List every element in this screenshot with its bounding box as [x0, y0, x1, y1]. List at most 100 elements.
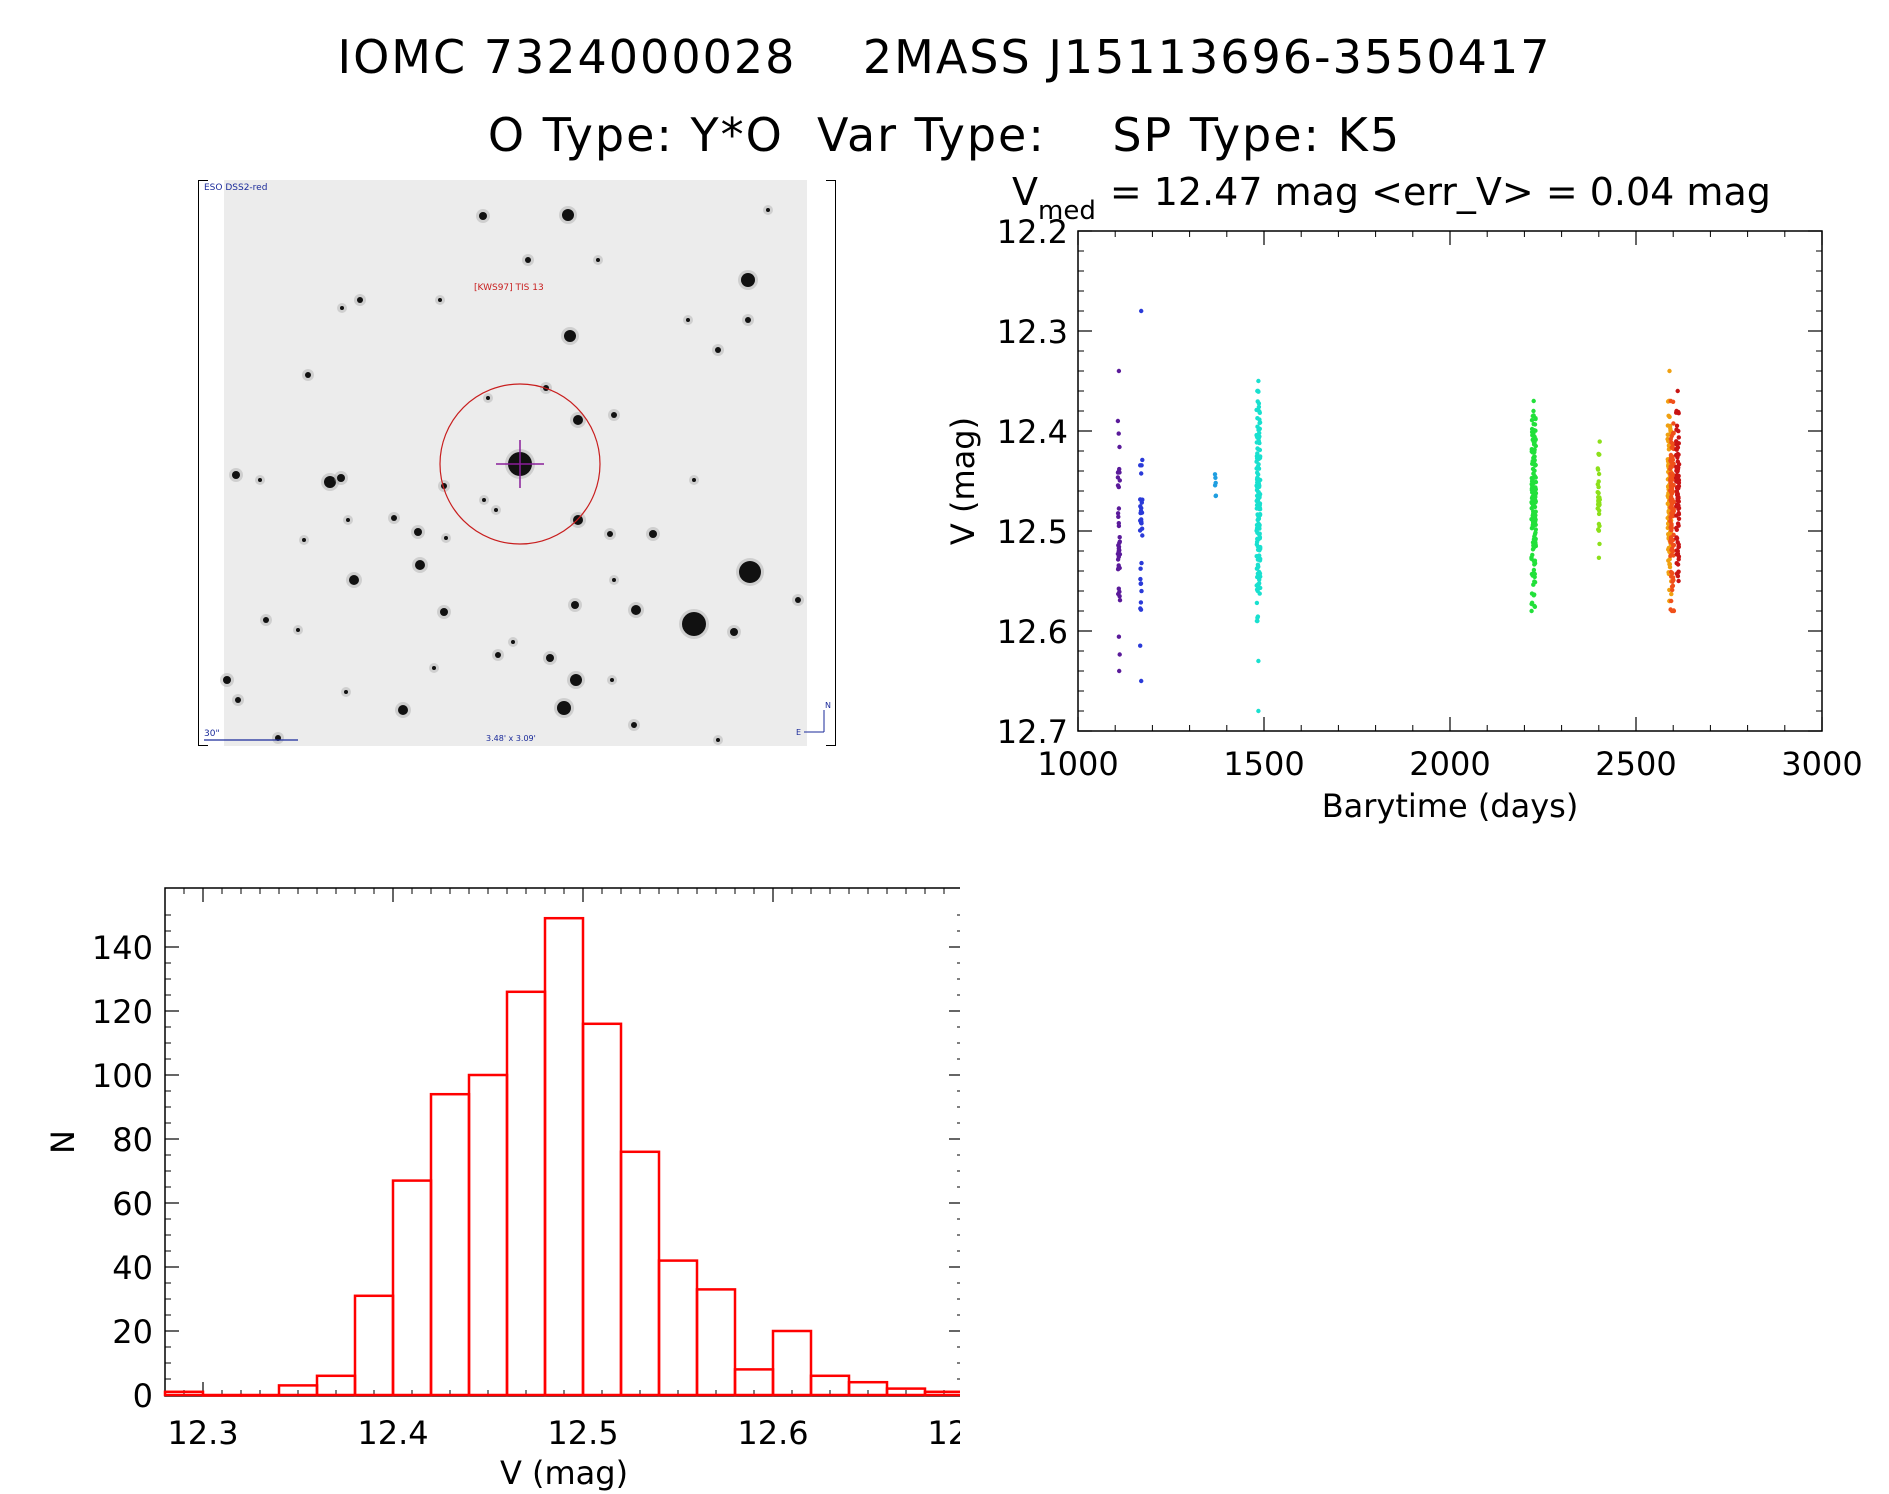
- star: [596, 258, 600, 262]
- lightcurve-point: [1670, 587, 1675, 593]
- histogram-bar: [429, 1092, 471, 1397]
- histogram-bar: [581, 1022, 623, 1397]
- lightcurve-point: [1533, 530, 1538, 535]
- star: [611, 412, 617, 418]
- star: [398, 705, 408, 715]
- lightcurve-point: [1674, 475, 1679, 481]
- star: [649, 530, 657, 538]
- lightcurve-point: [1256, 401, 1262, 406]
- survey-label: ESO DSS2-red: [204, 183, 267, 193]
- histogram-ylabel: N: [44, 1130, 82, 1154]
- lightcurve-point: [1531, 447, 1537, 453]
- lightcurve-point: [1676, 435, 1681, 440]
- lightcurve-point: [1213, 493, 1218, 499]
- lightcurve-point: [1258, 585, 1263, 591]
- lightcurve-title-v: V: [1012, 170, 1038, 214]
- histogram-bar: [467, 1073, 509, 1397]
- star: [349, 575, 359, 585]
- lightcurve-point: [1258, 544, 1263, 550]
- lightcurve-point: [1257, 420, 1262, 426]
- lightcurve-point: [1532, 454, 1537, 459]
- histogram-bar: [657, 1259, 699, 1397]
- lightcurve-point: [1675, 451, 1680, 457]
- lightcurve-point: [1530, 504, 1536, 509]
- histogram-ytick-label: 140: [92, 929, 153, 967]
- star: [232, 471, 240, 479]
- histogram-bar: [695, 1288, 737, 1397]
- star: [415, 560, 425, 570]
- lightcurve-point: [1596, 471, 1602, 477]
- lightcurve-point: [1675, 388, 1680, 394]
- star: [482, 498, 486, 502]
- lightcurve-point: [1670, 490, 1675, 495]
- lightcurve-point: [1257, 417, 1262, 422]
- lightcurve-ytick-label: 12.2: [997, 213, 1068, 251]
- lightcurve-point: [1256, 438, 1261, 444]
- lightcurve-point: [1140, 457, 1145, 463]
- histogram-bar: [771, 1329, 813, 1397]
- lightcurve-point: [1529, 517, 1534, 522]
- lightcurve-point: [1675, 551, 1681, 556]
- lightcurve-point: [1256, 708, 1261, 714]
- lightcurve-point: [1675, 496, 1680, 501]
- lightcurve-axes: 1000 1500 2000 2500 3000 12.2 12.3 12.4 12.5 12.6…: [997, 213, 1863, 783]
- star: [631, 722, 637, 728]
- star: [440, 608, 448, 616]
- histogram-bar: [505, 990, 547, 1397]
- lightcurve-point: [1116, 368, 1122, 374]
- lightcurve-point: [1676, 512, 1682, 517]
- lightcurve-chart: Vmed = 12.47 mag <err_V> = 0.04 mag 1000 1…: [944, 170, 1863, 825]
- lightcurve-point: [1529, 608, 1534, 614]
- lightcurve-point: [1671, 431, 1676, 436]
- lightcurve-point: [1138, 566, 1143, 571]
- lightcurve-xlabel: Barytime (days): [1322, 787, 1579, 825]
- star: [346, 518, 350, 522]
- lightcurve-point: [1532, 603, 1537, 609]
- lightcurve-point: [1531, 408, 1536, 414]
- lightcurve-point: [1675, 503, 1680, 508]
- sky-image: ESO DSS2-red [KWS97] TIS 13 30" 3.48' x …: [198, 180, 836, 746]
- lightcurve-point: [1117, 540, 1122, 546]
- histogram-xtick-label: 12.4: [357, 1414, 428, 1452]
- star: [444, 536, 448, 540]
- lightcurve-point: [1117, 444, 1122, 450]
- lightcurve-point: [1254, 487, 1260, 493]
- lightcurve-point: [1116, 506, 1122, 511]
- lightcurve-point: [1255, 536, 1260, 542]
- lightcurve-point: [1533, 542, 1538, 547]
- lightcurve-point: [1674, 571, 1680, 576]
- lightcurve-point: [1674, 464, 1679, 470]
- lightcurve-point: [1669, 584, 1675, 589]
- histogram-ytick-label: 100: [92, 1057, 153, 1095]
- star: [562, 209, 574, 221]
- lightcurve-point: [1116, 591, 1121, 597]
- lightcurve-point: [1532, 468, 1537, 473]
- lightcurve-point: [1115, 418, 1121, 424]
- lightcurve-title-sub: med: [1038, 196, 1096, 226]
- lightcurve-point: [1256, 658, 1261, 664]
- star: [357, 297, 363, 303]
- lightcurve-ytick-label: 12.7: [997, 713, 1068, 751]
- star: [716, 738, 720, 742]
- histogram-bar: [543, 916, 585, 1397]
- star: [715, 347, 721, 353]
- lightcurve-point: [1669, 525, 1674, 531]
- lightcurve-point: [1667, 368, 1672, 374]
- star: [573, 515, 583, 525]
- lightcurve-point: [1597, 541, 1602, 547]
- histogram-xtick-label: 12.5: [547, 1414, 618, 1452]
- star: [610, 678, 614, 682]
- star: [302, 538, 306, 542]
- star: [739, 561, 761, 583]
- lightcurve-point: [1138, 600, 1144, 605]
- histogram-chart: 12.3 12.4 12.5 12.6 12.7 0 20 40 60 80 100 120 140 V…: [44, 887, 960, 1492]
- lightcurve-point: [1533, 499, 1538, 504]
- lightcurve-point: [1140, 533, 1145, 538]
- histogram-bars: [163, 916, 960, 1397]
- lightcurve-point: [1670, 482, 1676, 487]
- lightcurve-point: [1138, 606, 1143, 611]
- star: [235, 697, 241, 703]
- lightcurve-xtick-label: 2500: [1595, 745, 1676, 783]
- lightcurve-point: [1115, 551, 1121, 557]
- lightcurve-point: [1530, 494, 1535, 499]
